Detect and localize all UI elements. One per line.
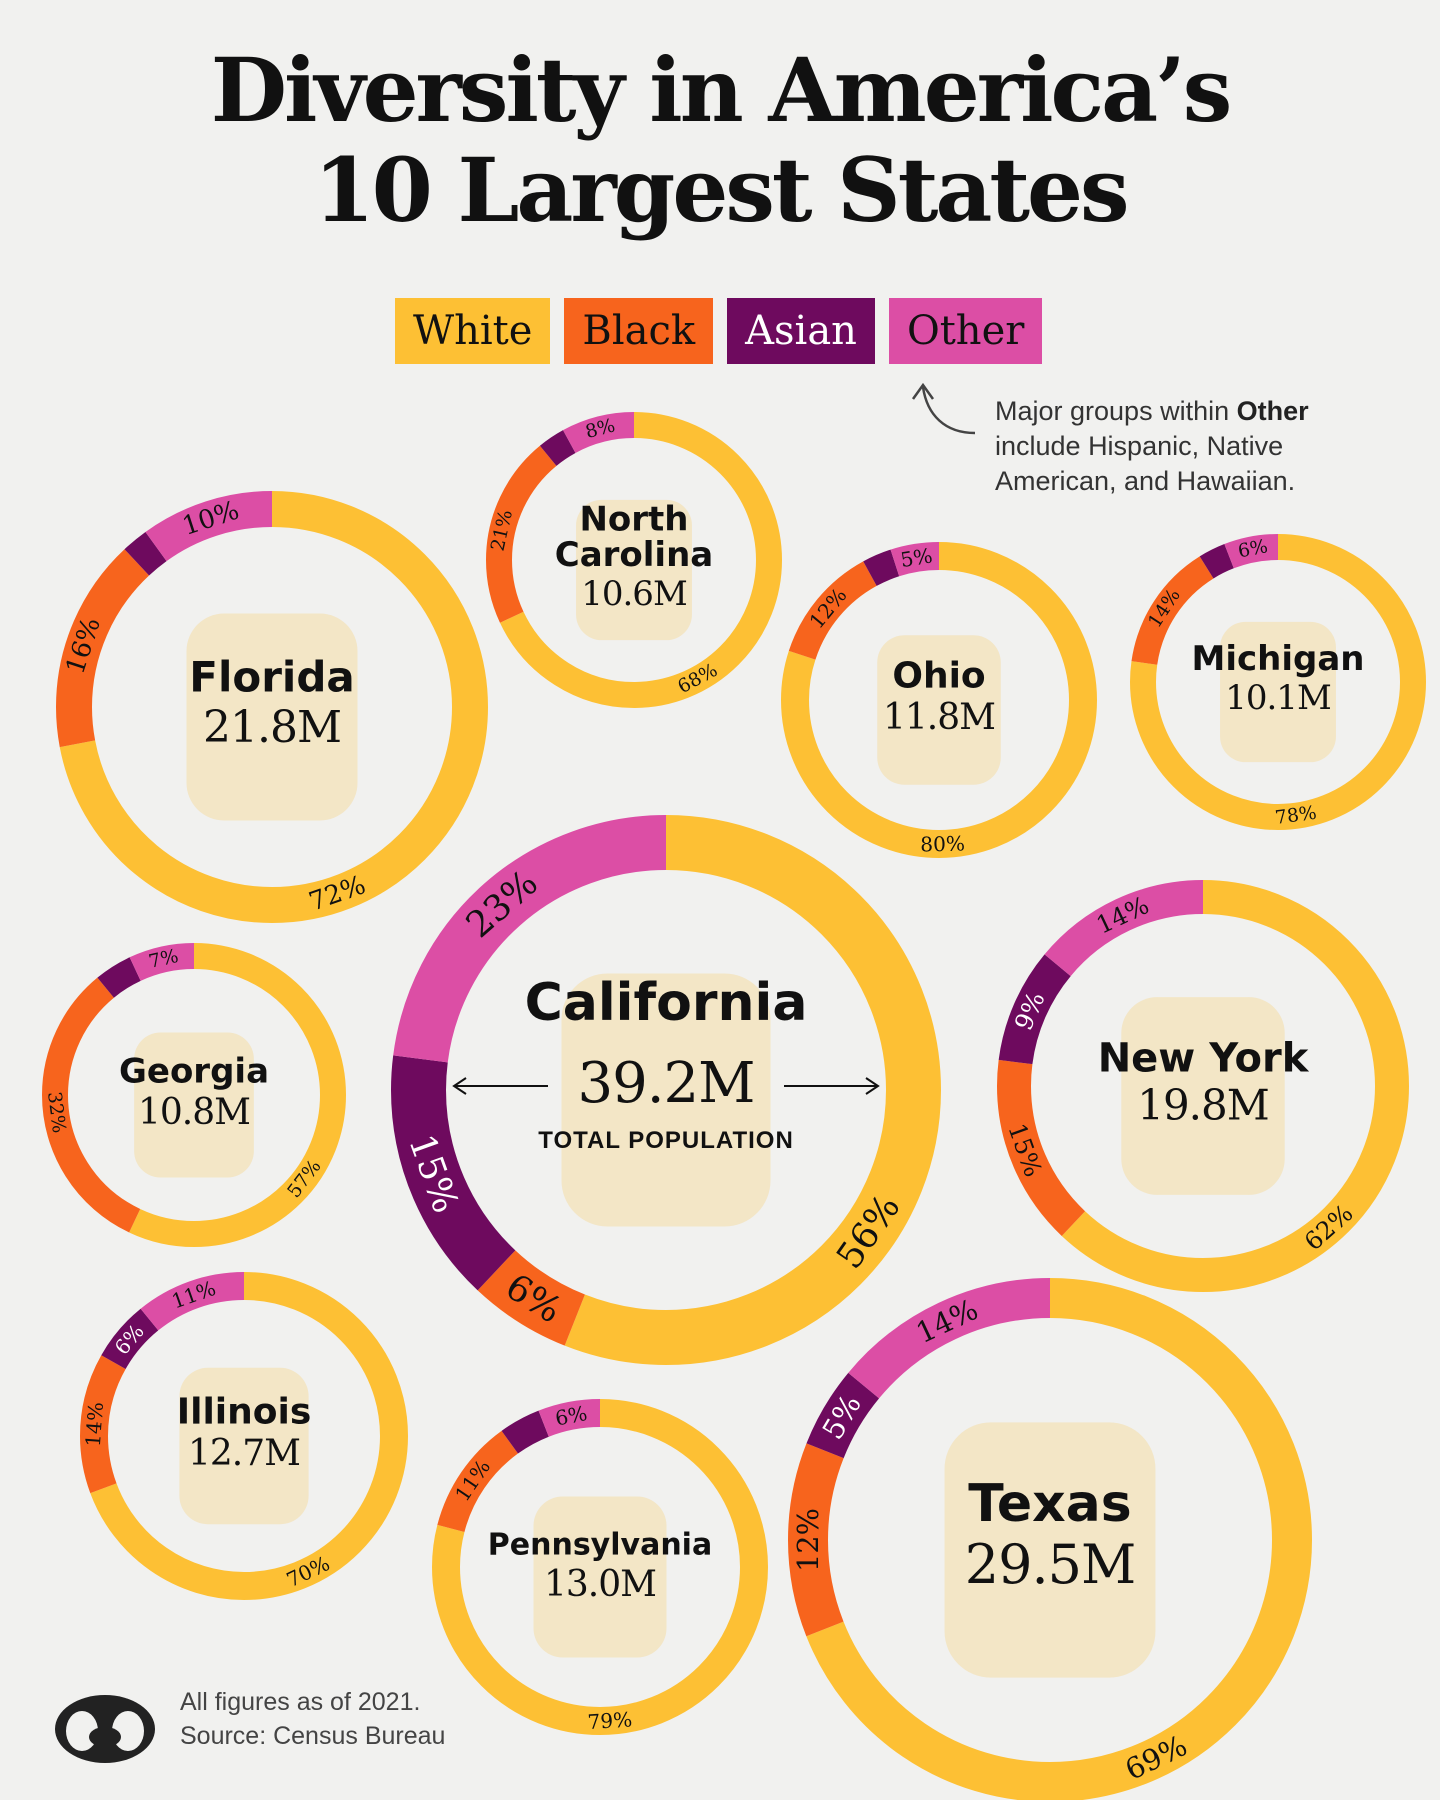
north-carolina-population: 10.6M bbox=[581, 574, 687, 614]
michigan-segment-other bbox=[1130, 534, 1426, 830]
georgia-segment-black bbox=[42, 943, 346, 1247]
ohio-map-icon bbox=[877, 635, 1001, 785]
texas-map-icon bbox=[944, 1422, 1156, 1678]
note-prefix: Major groups within bbox=[995, 396, 1237, 426]
ohio-name: Ohio bbox=[892, 655, 985, 696]
georgia-map-icon bbox=[134, 1032, 254, 1178]
ohio-segment-other bbox=[781, 542, 1097, 858]
california-segment-asian bbox=[391, 815, 941, 1365]
legend-other-label: Other bbox=[906, 308, 1025, 354]
pennsylvania-name: Pennsylvania bbox=[488, 1527, 712, 1562]
california-name: California bbox=[525, 973, 808, 1033]
page-title: Diversity in America’s 10 Largest States bbox=[0, 40, 1440, 240]
michigan-name: Michigan bbox=[1192, 639, 1365, 679]
footer: All figures as of 2021. Source: Census B… bbox=[180, 1685, 445, 1753]
pennsylvania-map-icon bbox=[533, 1496, 667, 1658]
north-carolina-name: North Carolina bbox=[555, 499, 713, 575]
texas-population: 29.5M bbox=[965, 1533, 1136, 1596]
north-carolina-segment-other bbox=[486, 412, 782, 708]
california-population: 39.2M bbox=[577, 1051, 754, 1116]
north-carolina-segment-black bbox=[486, 412, 782, 708]
new-york-population: 19.8M bbox=[1137, 1081, 1269, 1130]
note-bold: Other bbox=[1236, 396, 1309, 426]
total-population-label: TOTAL POPULATION bbox=[538, 1127, 794, 1154]
florida-segment-other bbox=[56, 491, 488, 923]
pennsylvania-population: 13.0M bbox=[544, 1564, 656, 1605]
pennsylvania-label-other: 6% bbox=[553, 1401, 589, 1431]
illinois-map-icon bbox=[179, 1367, 309, 1525]
michigan-population: 10.1M bbox=[1225, 678, 1331, 718]
florida-segment-black bbox=[56, 491, 488, 923]
illinois-segment-black bbox=[80, 1272, 408, 1600]
new-york-segment-other bbox=[997, 880, 1409, 1292]
california-map-icon bbox=[561, 973, 771, 1227]
footer-source: Source: Census Bureau bbox=[180, 1722, 446, 1750]
california-segment-other bbox=[391, 815, 941, 1365]
note-suffix: include Hispanic, Native American, and H… bbox=[995, 431, 1296, 496]
new-york-segment-black bbox=[997, 880, 1409, 1292]
footer-date: All figures as of 2021. bbox=[180, 1688, 421, 1716]
illinois-segment-other bbox=[80, 1272, 408, 1600]
legend: White Black Asian Other bbox=[395, 298, 1043, 364]
ohio-label-white: 80% bbox=[920, 831, 965, 856]
georgia-name: Georgia bbox=[119, 1051, 269, 1091]
title-line-2: 10 Largest States bbox=[313, 138, 1129, 242]
florida-name: Florida bbox=[189, 653, 354, 702]
new-york-name: New York bbox=[1098, 1035, 1310, 1081]
georgia-population: 10.8M bbox=[138, 1092, 250, 1133]
ohio-population: 11.8M bbox=[883, 697, 995, 738]
logo-icon bbox=[55, 1695, 155, 1763]
legend-white: White bbox=[395, 298, 551, 364]
legend-asian: Asian bbox=[727, 298, 875, 364]
florida-population: 21.8M bbox=[203, 702, 341, 753]
pennsylvania-segment-other bbox=[432, 1399, 768, 1735]
texas-segment-black bbox=[788, 1278, 1312, 1800]
title-line-1: Diversity in America’s bbox=[210, 38, 1233, 142]
legend-asian-label: Asian bbox=[745, 308, 857, 354]
pennsylvania-label-white: 79% bbox=[587, 1707, 633, 1734]
florida-map-icon bbox=[186, 613, 358, 821]
texas-name: Texas bbox=[968, 1474, 1131, 1534]
illinois-label-black: 14% bbox=[81, 1401, 108, 1448]
north-carolina-map-icon bbox=[576, 499, 692, 641]
illinois-name: Illinois bbox=[177, 1391, 312, 1432]
legend-white-label: White bbox=[413, 308, 533, 354]
michigan-map-icon bbox=[1220, 621, 1336, 763]
new-york-map-icon bbox=[1121, 997, 1285, 1195]
ohio-label-other: 5% bbox=[899, 543, 934, 572]
texas-segment-other bbox=[788, 1278, 1312, 1800]
georgia-label-black: 32% bbox=[43, 1090, 69, 1134]
georgia-segment-other bbox=[42, 943, 346, 1247]
note-arrow-icon bbox=[911, 382, 976, 435]
texas-label-black: 12% bbox=[791, 1508, 825, 1572]
illinois-population: 12.7M bbox=[188, 1433, 300, 1474]
legend-black-label: Black bbox=[582, 308, 696, 354]
other-note: Major groups within Other include Hispan… bbox=[995, 394, 1395, 499]
legend-other: Other bbox=[888, 298, 1043, 364]
legend-black: Black bbox=[564, 298, 714, 364]
